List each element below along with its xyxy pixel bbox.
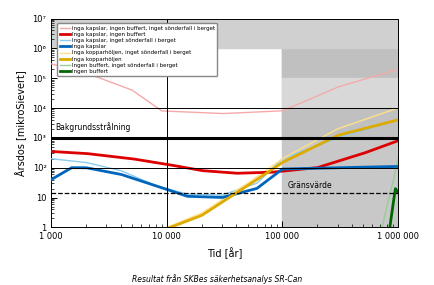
Text: Gränsvärde: Gränsvärde [287,181,332,190]
Bar [283,19,398,227]
Y-axis label: Årsdos [mikroSievert]: Årsdos [mikroSievert] [15,70,27,176]
Legend: Inga kapslar, ingen buffert, inget sönderfall i berget, Inga kapslar, ingen buff: Inga kapslar, ingen buffert, inget sönde… [57,23,217,76]
Text: Bakgrundsstrålning: Bakgrundsstrålning [55,122,131,132]
Text: Resultat från SKBes säkerhetsanalys SR-Can: Resultat från SKBes säkerhetsanalys SR-C… [132,274,302,284]
X-axis label: Tid [år]: Tid [år] [207,247,242,258]
